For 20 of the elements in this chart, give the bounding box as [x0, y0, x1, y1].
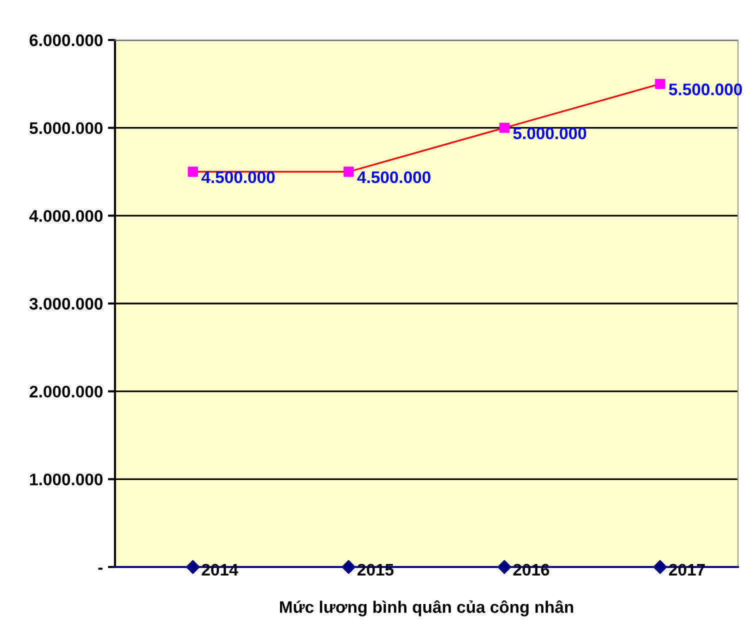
point [186, 560, 200, 574]
y-tick-label: 2.000.000 [30, 386, 103, 398]
point [653, 560, 668, 574]
y-tick-label: 3.000.000 [29, 298, 103, 310]
y-tick-label: 6.000.000 [30, 34, 103, 46]
x-axis-title: Mức lương bình quân của công nhân [280, 600, 574, 616]
data-label: 4.500.000 [357, 171, 430, 184]
point [344, 166, 354, 177]
y-tick-label: 1.000.000 [30, 474, 103, 486]
y-tick-label: - [98, 568, 103, 570]
y-tick-label: 4.000.000 [29, 210, 103, 222]
point [499, 122, 510, 133]
point [342, 560, 356, 574]
data-label: 4.500.000 [201, 171, 275, 184]
y-tick-label: 5.000.000 [30, 122, 103, 134]
point [188, 166, 198, 177]
data-label: 5.500.000 [668, 84, 742, 96]
point [655, 78, 666, 90]
point [497, 560, 512, 574]
data-label: 5.000.000 [513, 127, 586, 140]
